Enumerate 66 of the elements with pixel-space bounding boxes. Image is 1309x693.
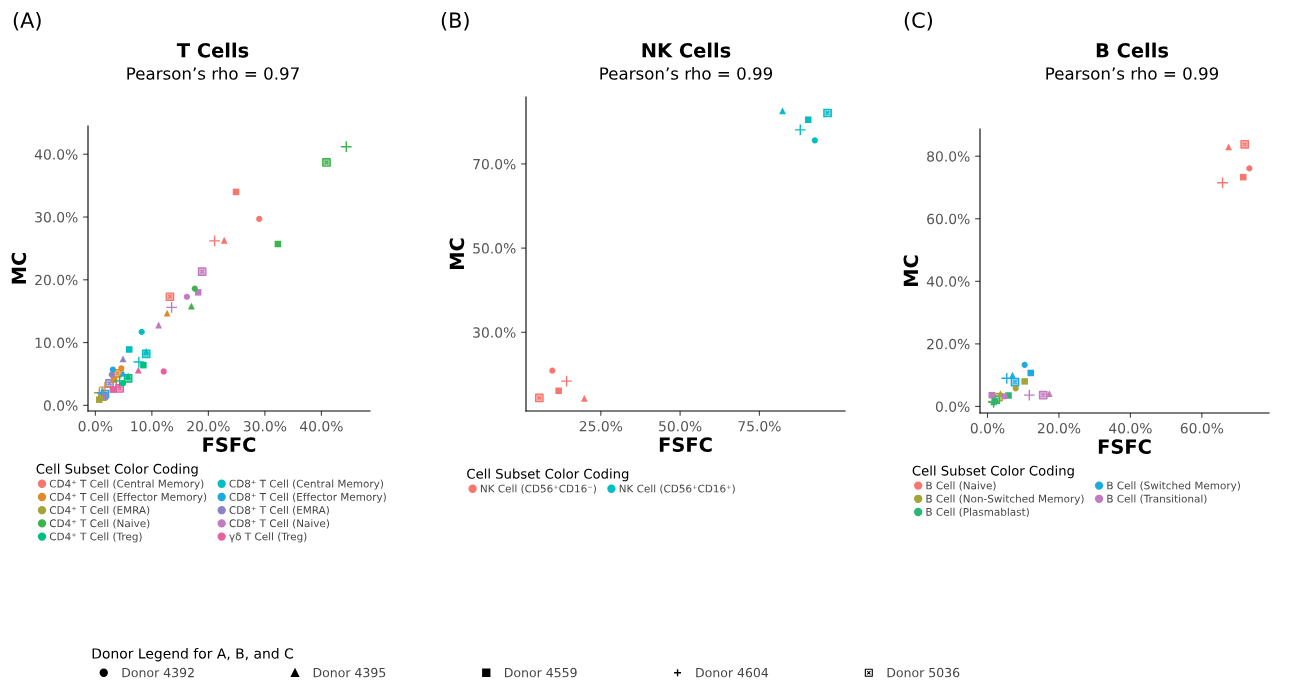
legend-label: Donor 4395 — [313, 667, 386, 678]
legend-label: Donor 4392 — [122, 667, 194, 678]
legend-label: CD4⁺ T Cell (EMRA) — [49, 505, 150, 516]
legend-label: Donor 4604 — [696, 667, 769, 678]
legend-label: NK Cell (CD56⁺CD16⁺) — [619, 484, 735, 494]
y-tick-label: 0.0% — [43, 400, 78, 411]
chart-subtitle: Pearson’s rho = 0.97 — [127, 66, 299, 80]
legend-label: γδ T Cell (Treg) — [229, 532, 307, 543]
chart-title: B Cells — [1096, 42, 1169, 58]
x-axis-title: FSFC — [659, 437, 712, 452]
x-tick-label: 30.0% — [243, 420, 287, 432]
x-tick-label: 60.0% — [1180, 422, 1224, 434]
x-tick-label: 25.0% — [579, 420, 623, 432]
x-tick-label: 40.0% — [1109, 422, 1152, 434]
chart-title: T Cells — [176, 42, 249, 58]
legend-title: Cell Subset Color Coding — [467, 468, 629, 482]
legend-label: B Cell (Plasmablast) — [926, 507, 1029, 518]
x-tick-label: 20.0% — [1037, 422, 1081, 434]
legend-title: Cell Subset Color Coding — [912, 465, 1074, 479]
legend-title: Cell Subset Color Coding — [36, 463, 198, 477]
x-tick-label: 75.0% — [738, 420, 781, 432]
y-axis-title: MC — [11, 252, 27, 284]
chart-title: NK Cells — [642, 42, 731, 58]
legend-label: B Cell (Naive) — [926, 481, 996, 491]
legend-label: B Cell (Switched Memory) — [1107, 481, 1240, 492]
x-tick-label: 50.0% — [659, 420, 702, 432]
legend-label: B Cell (Non-Switched Memory) — [926, 494, 1084, 505]
y-axis-title: MC — [903, 255, 919, 287]
text: (B) — [441, 11, 469, 31]
legend-label: B Cell (Transitional) — [1107, 494, 1207, 504]
chart-subtitle: Pearson’s rho = 0.99 — [1046, 66, 1219, 80]
y-tick-label: 20.0% — [927, 338, 970, 350]
x-tick-label: 20.0% — [187, 420, 230, 432]
legend-label: CD4⁺ T Cell (Central Memory) — [49, 479, 204, 490]
y-tick-label: 50.0% — [473, 243, 516, 254]
y-tick-label: 30.0% — [473, 327, 516, 338]
legend-label: CD4⁺ T Cell (Treg) — [49, 532, 142, 543]
x-tick-label: 0.0% — [970, 422, 1005, 434]
legend-label: Donor 4559 — [505, 667, 577, 678]
y-tick-label: 30.0% — [35, 211, 78, 223]
y-tick-label: 80.0% — [927, 151, 970, 162]
x-tick-label: 0.0% — [78, 420, 113, 432]
legend-label: NK Cell (CD56⁺CD16⁻) — [480, 484, 596, 494]
legend-label: Donor 5036 — [887, 667, 960, 678]
legend-label: CD8⁺ T Cell (Effector Memory) — [229, 492, 386, 503]
text: (A) — [13, 11, 41, 31]
legend-label: CD4⁺ T Cell (Naive) — [49, 519, 150, 529]
chart-subtitle: Pearson’s rho = 0.99 — [600, 66, 773, 80]
y-tick-label: 60.0% — [927, 213, 970, 225]
y-tick-label: 20.0% — [35, 274, 78, 286]
x-axis-title: FSFC — [1098, 439, 1151, 454]
x-tick-label: 40.0% — [300, 420, 343, 432]
y-tick-label: 70.0% — [473, 158, 516, 170]
y-axis-title: MC — [449, 238, 465, 270]
legend-title: Donor Legend for A, B, and C — [92, 647, 293, 662]
legend-label: CD4⁺ T Cell (Effector Memory) — [49, 492, 207, 503]
y-tick-label: 40.0% — [926, 276, 970, 287]
legend-label: CD8⁺ T Cell (Central Memory) — [229, 479, 383, 490]
y-tick-label: 10.0% — [35, 337, 78, 349]
text: (C) — [904, 11, 933, 31]
legend-label: CD8⁺ T Cell (Naive) — [229, 519, 330, 529]
y-tick-label: 0.0% — [935, 401, 970, 412]
x-axis-title: FSFC — [203, 437, 256, 452]
y-tick-label: 40.0% — [34, 149, 78, 160]
x-tick-label: 10.0% — [131, 420, 174, 432]
legend-label: CD8⁺ T Cell (EMRA) — [229, 505, 329, 516]
